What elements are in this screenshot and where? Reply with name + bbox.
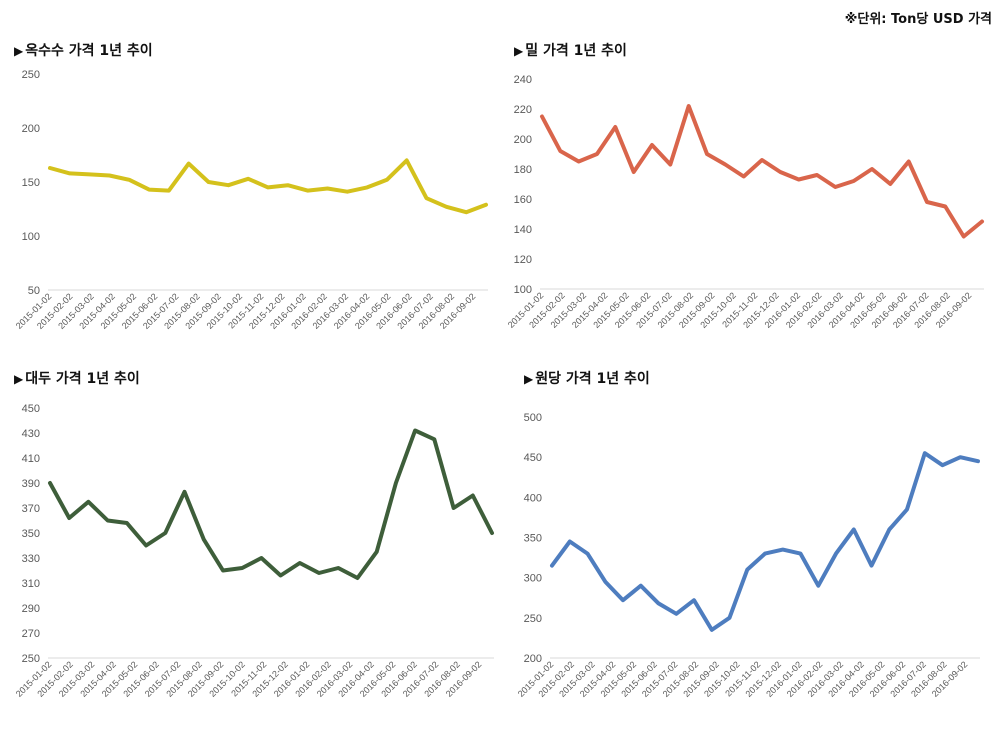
y-tick-label: 410	[22, 453, 40, 465]
y-tick-label: 160	[514, 194, 532, 206]
y-tick-label: 350	[524, 533, 542, 545]
sugar-chart-title: ▶ 원당 가격 1년 추이	[524, 371, 650, 387]
y-tick-label: 370	[22, 503, 40, 515]
y-tick-label: 310	[22, 578, 40, 590]
y-tick-label: 390	[22, 478, 40, 490]
y-tick-label: 100	[514, 284, 532, 296]
y-tick-label: 330	[22, 553, 40, 565]
y-tick-label: 250	[22, 653, 40, 665]
sugar-chart: ▶ 원당 가격 1년 추이 200 250 300 350 400 450 500 2015-0…	[500, 362, 1000, 734]
soybean-chart-plot: 2502702903103303503703904104304502015-01…	[14, 403, 494, 699]
unit-note: ※단위: Ton당 USD 가격	[844, 12, 992, 27]
y-tick-label: 500	[524, 412, 542, 424]
wheat-chart-plot: 1001201401601802002202402015-01-022015-0…	[506, 74, 984, 330]
y-tick-label: 200	[22, 123, 40, 135]
y-tick-label: 180	[514, 164, 532, 176]
corn-chart-title: ▶ 옥수수 가격 1년 추이	[14, 43, 153, 59]
price-series-line	[48, 158, 488, 215]
y-tick-label: 450	[22, 403, 40, 415]
y-tick-label: 450	[524, 452, 542, 464]
y-tick-label: 270	[22, 628, 40, 640]
price-series-line	[550, 451, 980, 632]
y-tick-label: 240	[514, 74, 532, 86]
y-tick-label: 250	[22, 69, 40, 81]
y-tick-label: 250	[524, 613, 542, 625]
price-series-line	[48, 428, 494, 580]
y-tick-label: 400	[524, 492, 542, 504]
y-tick-label: 100	[22, 231, 40, 243]
y-tick-label: 50	[28, 285, 40, 297]
y-tick-label: 350	[22, 528, 40, 540]
soybean-chart: ▶ 대두 가격 1년 추이 250 270 290 310 330 350 370 390 410…	[0, 362, 500, 734]
y-tick-label: 430	[22, 428, 40, 440]
y-tick-label: 200	[514, 134, 532, 146]
y-tick-label: 290	[22, 603, 40, 615]
triangle-bullet-icon: ▶	[524, 372, 534, 386]
soybean-chart-title: ▶ 대두 가격 1년 추이	[14, 371, 140, 387]
triangle-bullet-icon: ▶	[14, 372, 24, 386]
y-tick-label: 150	[22, 177, 40, 189]
triangle-bullet-icon: ▶	[14, 44, 24, 58]
wheat-chart: ▶ 밀 가격 1년 추이 100 120 140 160 180 200 220 240 2015…	[500, 34, 1000, 354]
y-tick-label: 140	[514, 224, 532, 236]
y-tick-label: 220	[514, 104, 532, 116]
y-tick-label: 300	[524, 573, 542, 585]
corn-chart: ▶ 옥수수 가격 1년 추이 50 100 150 200 250 2015-01-02 20…	[0, 34, 500, 354]
corn-chart-plot: 501001502002502015-01-022015-02-022015-0…	[14, 69, 488, 331]
y-tick-label: 120	[514, 254, 532, 266]
sugar-chart-plot: 2002503003504004505002015-01-022015-02-0…	[516, 412, 980, 699]
wheat-chart-title: ▶ 밀 가격 1년 추이	[514, 43, 627, 59]
price-series-line	[540, 104, 984, 239]
triangle-bullet-icon: ▶	[514, 44, 524, 58]
y-tick-label: 200	[524, 653, 542, 665]
